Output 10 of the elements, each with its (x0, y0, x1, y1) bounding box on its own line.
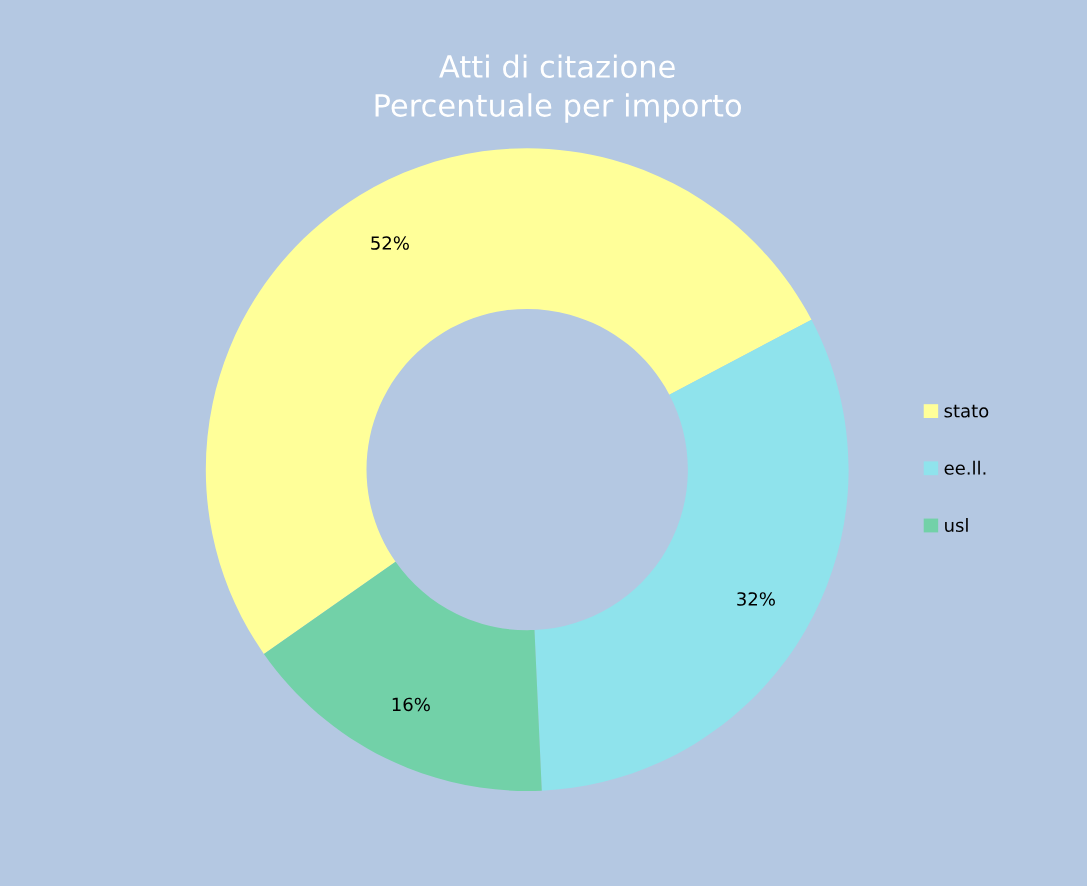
chart-title: Atti di citazione Percentuale per importo (375, 54, 741, 123)
data-label: 52% (371, 236, 409, 250)
legend-label: ee.ll. (944, 460, 986, 475)
donut-slice (263, 561, 542, 791)
data-label: 32% (737, 592, 775, 606)
donut-slice (205, 148, 812, 654)
legend-label: stato (944, 404, 989, 418)
legend-label: usl (945, 518, 968, 533)
data-label: 16% (392, 697, 430, 712)
donut-slice (534, 319, 849, 791)
